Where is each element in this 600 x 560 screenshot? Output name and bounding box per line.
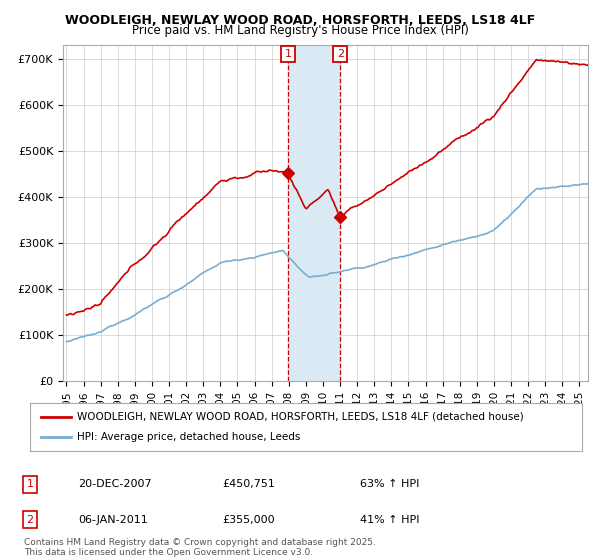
Text: 41% ↑ HPI: 41% ↑ HPI bbox=[360, 515, 419, 525]
Text: 63% ↑ HPI: 63% ↑ HPI bbox=[360, 479, 419, 489]
Text: 06-JAN-2011: 06-JAN-2011 bbox=[78, 515, 148, 525]
Bar bbox=[288, 45, 340, 381]
Text: 1: 1 bbox=[26, 479, 34, 489]
Text: HPI: Average price, detached house, Leeds: HPI: Average price, detached house, Leed… bbox=[77, 432, 300, 442]
Text: £355,000: £355,000 bbox=[222, 515, 275, 525]
Text: 20-DEC-2007: 20-DEC-2007 bbox=[78, 479, 152, 489]
Text: 2: 2 bbox=[337, 49, 344, 59]
Text: WOODLEIGH, NEWLAY WOOD ROAD, HORSFORTH, LEEDS, LS18 4LF (detached house): WOODLEIGH, NEWLAY WOOD ROAD, HORSFORTH, … bbox=[77, 412, 524, 422]
Text: Price paid vs. HM Land Registry's House Price Index (HPI): Price paid vs. HM Land Registry's House … bbox=[131, 24, 469, 37]
Text: WOODLEIGH, NEWLAY WOOD ROAD, HORSFORTH, LEEDS, LS18 4LF: WOODLEIGH, NEWLAY WOOD ROAD, HORSFORTH, … bbox=[65, 14, 535, 27]
Text: 1: 1 bbox=[285, 49, 292, 59]
Text: £450,751: £450,751 bbox=[222, 479, 275, 489]
Text: Contains HM Land Registry data © Crown copyright and database right 2025.
This d: Contains HM Land Registry data © Crown c… bbox=[24, 538, 376, 557]
Text: 2: 2 bbox=[26, 515, 34, 525]
